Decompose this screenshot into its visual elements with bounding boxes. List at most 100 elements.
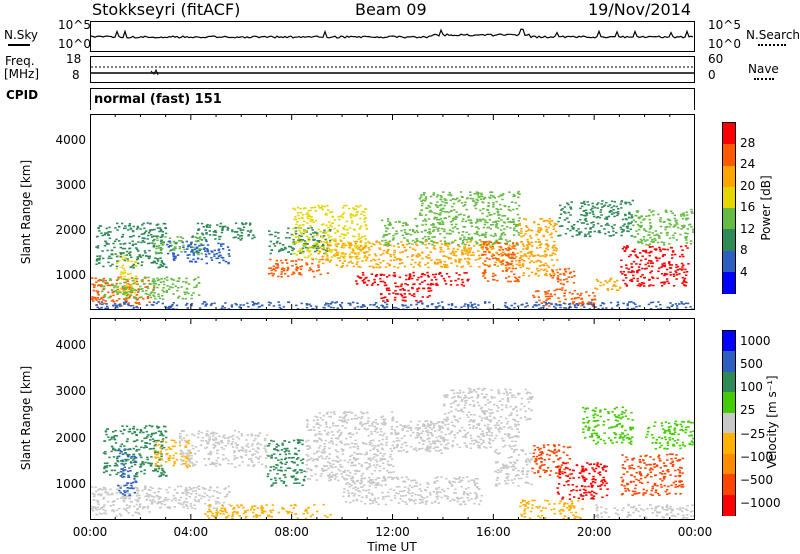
power-colorbar-tick: 8 — [740, 243, 748, 257]
velocity-region — [531, 444, 572, 478]
power-region — [191, 222, 256, 242]
velocity-colorbar-tick: −100 — [740, 449, 773, 464]
power-region — [532, 289, 597, 308]
noise-left-tick-bottom: 10^0 — [58, 37, 91, 51]
velocity-colorbar-tick: −1000 — [740, 496, 781, 511]
velocity-region — [594, 503, 695, 519]
velocity-colorbar-label: Velocity [m s⁻¹] — [765, 375, 779, 469]
colorbar-segment — [723, 392, 735, 414]
colorbar-segment — [723, 144, 735, 167]
power-colorbar-label: Power [dB] — [759, 175, 773, 241]
colorbar-segment — [723, 331, 735, 353]
power-region — [153, 236, 205, 256]
power-region — [268, 258, 330, 278]
noise-left-tick-top: 10^5 — [58, 18, 91, 32]
cpid-value: normal (fast) 151 — [94, 92, 222, 107]
power-region — [95, 301, 694, 310]
velocity-region — [443, 387, 534, 422]
power-colorbar — [722, 122, 736, 294]
velocity-colorbar-tick: 500 — [740, 356, 763, 371]
velocity-region — [266, 439, 307, 487]
power-colorbar-tick: 20 — [740, 178, 756, 193]
power-colorbar-tick: 12 — [740, 221, 756, 236]
velocity-ylabel: Slant Range [km] — [19, 365, 33, 471]
velocity-colorbar — [722, 330, 736, 516]
power-region — [379, 285, 433, 302]
velocity-region — [556, 462, 609, 500]
velocity-region — [620, 453, 685, 496]
noise-trace — [91, 28, 694, 39]
x-axis-label: Time UT — [367, 540, 417, 554]
velocity-region — [645, 420, 695, 450]
noise-panel — [90, 21, 695, 52]
power-region — [418, 190, 521, 224]
velocity-region — [582, 406, 635, 445]
freq-trace — [91, 66, 694, 76]
velocity-colorbar-tick: 1000 — [740, 333, 771, 348]
noise-right-tick-bottom: 10^0 — [708, 37, 741, 51]
date-label: 19/Nov/2014 — [588, 0, 692, 19]
power-region — [115, 254, 138, 296]
colorbar-segment — [723, 250, 735, 273]
velocity-ytick: 1000 — [55, 477, 86, 492]
velocity-region — [493, 448, 534, 487]
power-colorbar-tick: 4 — [740, 264, 748, 279]
colorbar-segment — [723, 186, 735, 209]
nave-tick-bottom: 0 — [708, 68, 716, 82]
power-region — [632, 208, 695, 246]
power-region — [355, 271, 470, 287]
freq-left-tick-top: 18 — [66, 52, 82, 66]
velocity-region — [204, 503, 332, 520]
velocity-region — [342, 476, 483, 506]
power-colorbar-tick: 16 — [740, 200, 756, 214]
station-title: Stokkseyri (fitACF) — [92, 0, 241, 19]
power-ytick: 3000 — [55, 178, 86, 193]
nave-tick-top: 60 — [708, 52, 724, 66]
power-ytick: 4000 — [55, 133, 86, 148]
power-region — [100, 276, 201, 300]
colorbar-segment — [723, 351, 735, 373]
nsky-legend-line — [8, 44, 30, 46]
x-tick-label: 00:00 — [72, 525, 108, 539]
velocity-colorbar-tick: −500 — [740, 473, 773, 488]
colorbar-segment — [723, 271, 735, 294]
velocity-region — [305, 411, 395, 483]
power-region — [166, 240, 231, 265]
x-tick-label: 20:00 — [576, 525, 612, 539]
nsearch-legend-line — [758, 44, 786, 46]
power-region — [95, 222, 168, 269]
velocity-region — [178, 429, 269, 469]
colorbar-segment — [723, 494, 735, 516]
power-region — [518, 218, 559, 277]
velocity-colorbar-tick: 25 — [740, 403, 756, 418]
velocity-ytick: 4000 — [55, 337, 86, 352]
freq-panel — [90, 56, 695, 83]
cpid-label: CPID — [6, 88, 39, 102]
velocity-ytick: 3000 — [55, 384, 86, 399]
power-region — [317, 240, 534, 269]
colorbar-segment — [723, 412, 735, 435]
velocity-plot — [90, 318, 695, 520]
power-colorbar-tick: 24 — [740, 157, 756, 171]
colorbar-segment — [723, 433, 735, 455]
power-ylabel: Slant Range [km] — [19, 159, 33, 265]
velocity-colorbar-tick: 100 — [740, 380, 763, 395]
velocity-region — [102, 424, 168, 478]
velocity-region — [519, 499, 584, 520]
nave-legend-line — [754, 78, 774, 80]
nsky-label: N.Sky — [4, 28, 39, 42]
nave-label: Nave — [748, 62, 779, 76]
colorbar-segment — [723, 229, 735, 252]
power-ytick: 1000 — [55, 268, 86, 283]
freq-unit-label: [MHz] — [4, 67, 40, 81]
power-region — [557, 199, 634, 238]
nsearch-label: N.Search — [746, 28, 800, 42]
x-tick-label: 04:00 — [173, 525, 209, 539]
x-tick-label: 16:00 — [476, 525, 511, 539]
velocity-region — [392, 420, 445, 454]
colorbar-segment — [723, 474, 735, 496]
colorbar-segment — [723, 453, 735, 476]
power-ytick: 2000 — [55, 223, 86, 238]
beam-label: Beam 09 — [355, 0, 427, 19]
colorbar-segment — [723, 371, 735, 394]
